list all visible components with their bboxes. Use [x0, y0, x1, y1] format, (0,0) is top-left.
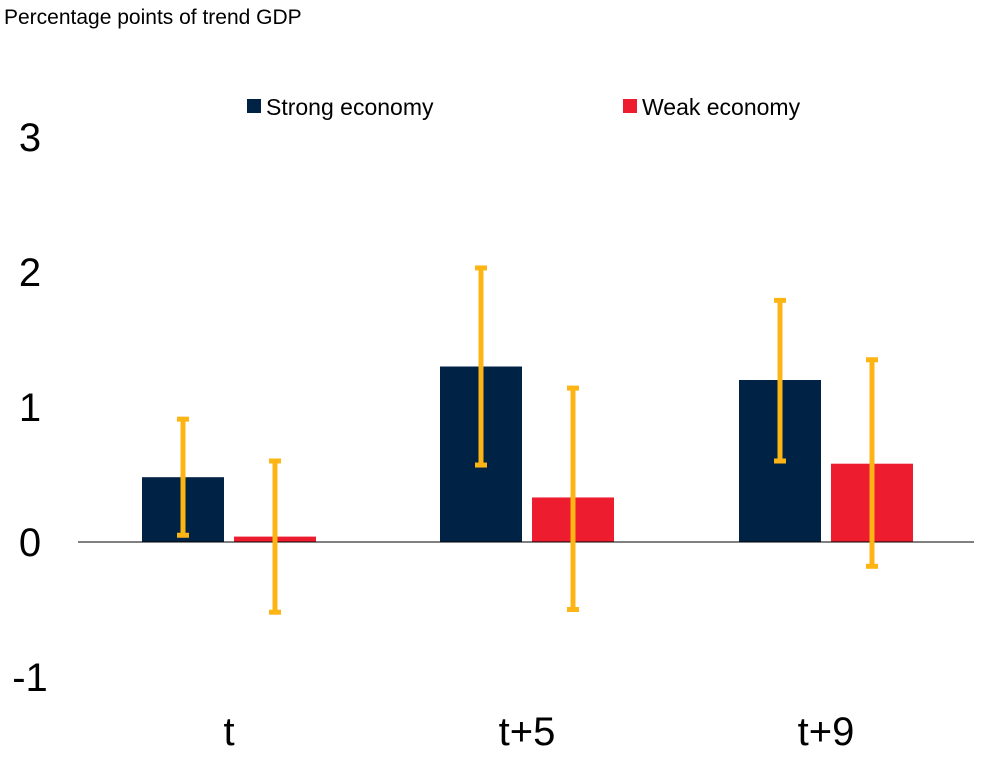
legend-swatch-weak — [623, 99, 637, 113]
x-tick-label: t+9 — [798, 710, 855, 754]
x-ticks: t t+5 t+9 — [223, 710, 854, 754]
bars — [142, 366, 913, 542]
y-tick-label: -1 — [12, 656, 48, 700]
error-bar-weak-tplus9 — [866, 357, 878, 569]
error-bar-strong-tplus5 — [475, 265, 487, 468]
error-bar-strong-tplus9 — [774, 297, 786, 464]
y-tick-label: 3 — [19, 116, 41, 160]
error-bar-weak-tplus5 — [567, 385, 579, 612]
x-tick-label: t+5 — [499, 710, 556, 754]
error-bar-strong-t — [177, 416, 189, 538]
x-tick-label: t — [223, 710, 234, 754]
legend-label-strong: Strong economy — [266, 94, 434, 120]
legend: Strong economy Weak economy — [247, 94, 801, 120]
error-bars — [177, 265, 878, 615]
y-ticks: 3 2 1 0 -1 — [12, 116, 48, 700]
legend-swatch-strong — [247, 99, 261, 113]
legend-label-weak: Weak economy — [642, 94, 801, 120]
y-tick-label: 1 — [19, 386, 41, 430]
y-tick-label: 2 — [19, 251, 41, 295]
y-tick-label: 0 — [19, 521, 41, 565]
y-axis-label: Percentage points of trend GDP — [4, 6, 302, 29]
error-bar-weak-t — [269, 458, 281, 615]
